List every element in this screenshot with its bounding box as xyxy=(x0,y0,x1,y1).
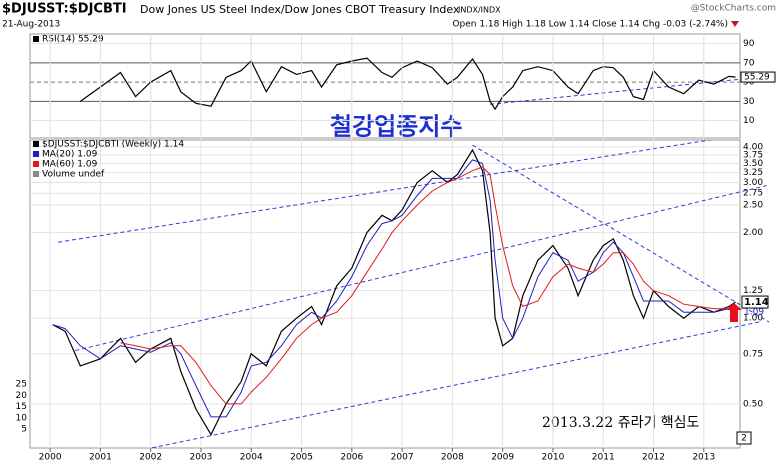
x-tick-label: 2004 xyxy=(240,453,263,463)
date: 21-Aug-2013 xyxy=(2,20,60,30)
trendline xyxy=(472,144,770,323)
y-tick-label: 4.00 xyxy=(743,142,763,152)
y-tick-label: 3.00 xyxy=(743,178,763,188)
y-tick-label: 90 xyxy=(743,39,755,49)
trendline xyxy=(490,76,760,105)
watermark: 철강업종지수 xyxy=(330,112,462,141)
value-box xyxy=(741,295,769,309)
legend-swatch xyxy=(33,141,39,147)
price-panel xyxy=(29,139,741,449)
symbol-name: Dow Jones US Steel Index/Dow Jones CBOT … xyxy=(140,3,460,16)
x-tick-label: 2003 xyxy=(190,453,213,463)
x-tick-label: 2000 xyxy=(39,453,62,463)
y-tick-label: 3.75 xyxy=(743,150,763,160)
y2-tick-label: 5 xyxy=(21,425,27,435)
y-tick-label: 10 xyxy=(743,116,755,126)
down-arrow xyxy=(731,21,739,27)
x-tick-label: 2005 xyxy=(290,453,313,463)
y2-tick-label: 15 xyxy=(16,402,27,412)
legend-swatch xyxy=(33,161,39,167)
trendlines xyxy=(58,140,770,448)
trendline xyxy=(75,184,770,352)
exchange: INDX/INDX xyxy=(458,6,501,15)
series-line xyxy=(120,166,736,405)
y-tick-label: 1.25 xyxy=(743,286,763,296)
legend-label: Volume undef xyxy=(42,170,105,180)
x-tick-label: 2007 xyxy=(391,453,414,463)
x-tick-label: 2012 xyxy=(642,453,665,463)
series-group xyxy=(79,57,736,111)
x-tick-label: 2008 xyxy=(441,453,464,463)
ma-label: 1.09 xyxy=(744,308,764,318)
legend-swatch xyxy=(33,151,39,157)
legend-label: MA(20) 1.09 xyxy=(42,150,98,160)
quote: Open 1.18 High 1.18 Low 1.14 Close 1.14 … xyxy=(452,20,728,30)
trendline xyxy=(58,140,714,243)
x-tick-label: 2006 xyxy=(340,453,363,463)
y2-tick-label: 20 xyxy=(16,391,28,401)
series-group xyxy=(52,148,736,436)
y-tick-label: 70 xyxy=(743,58,755,68)
y-tick-label: 0.75 xyxy=(743,349,763,359)
y-tick-label: 2.50 xyxy=(743,200,763,210)
y-tick-label: 3.50 xyxy=(743,159,763,169)
trendline xyxy=(148,321,760,448)
trendlines xyxy=(490,76,760,105)
legend-swatch xyxy=(33,36,39,42)
y-tick-label: 30 xyxy=(743,97,755,107)
legend-label: $DJUSST:$DJCBTI (Weekly) 1.14 xyxy=(42,140,184,150)
y-tick-label: 2.75 xyxy=(743,189,763,199)
series-line xyxy=(52,159,736,418)
x-tick-label: 2011 xyxy=(592,453,615,463)
legend-label: MA(60) 1.09 xyxy=(42,160,98,170)
x-tick-label: 2013 xyxy=(692,453,715,463)
y-tick-label: 2.00 xyxy=(743,228,763,238)
rsi-panel xyxy=(29,33,741,139)
y-tick-label: 50 xyxy=(743,78,755,88)
x-tick-label: 2001 xyxy=(89,453,112,463)
rsi-last-label: 55.29 xyxy=(744,73,770,83)
signature: 2013.3.22 쥬라기 핵심도 xyxy=(542,415,700,431)
series-line xyxy=(52,148,736,436)
value-box xyxy=(740,71,776,83)
panel-title: RSI(14) 55.29 xyxy=(42,35,104,45)
y-tick-label: 3.25 xyxy=(743,168,763,178)
source: @StockCharts.com xyxy=(691,4,776,14)
legend-swatch xyxy=(33,171,39,177)
x-tick-label: 2010 xyxy=(541,453,564,463)
y2-tick-label: 10 xyxy=(16,413,28,423)
page-box xyxy=(736,431,752,445)
y2-tick-label: 25 xyxy=(16,380,27,390)
last-price-label: 1.14 xyxy=(744,297,769,308)
page-number: 2 xyxy=(741,434,747,444)
x-tick-label: 2002 xyxy=(139,453,162,463)
y-tick-label: 1.00 xyxy=(743,314,763,324)
x-tick-label: 2009 xyxy=(491,453,514,463)
y-tick-label: 0.50 xyxy=(743,399,763,409)
symbol: $DJUSST:$DJCBTI xyxy=(2,2,127,17)
series-line xyxy=(79,57,736,111)
up-arrow xyxy=(726,303,742,323)
